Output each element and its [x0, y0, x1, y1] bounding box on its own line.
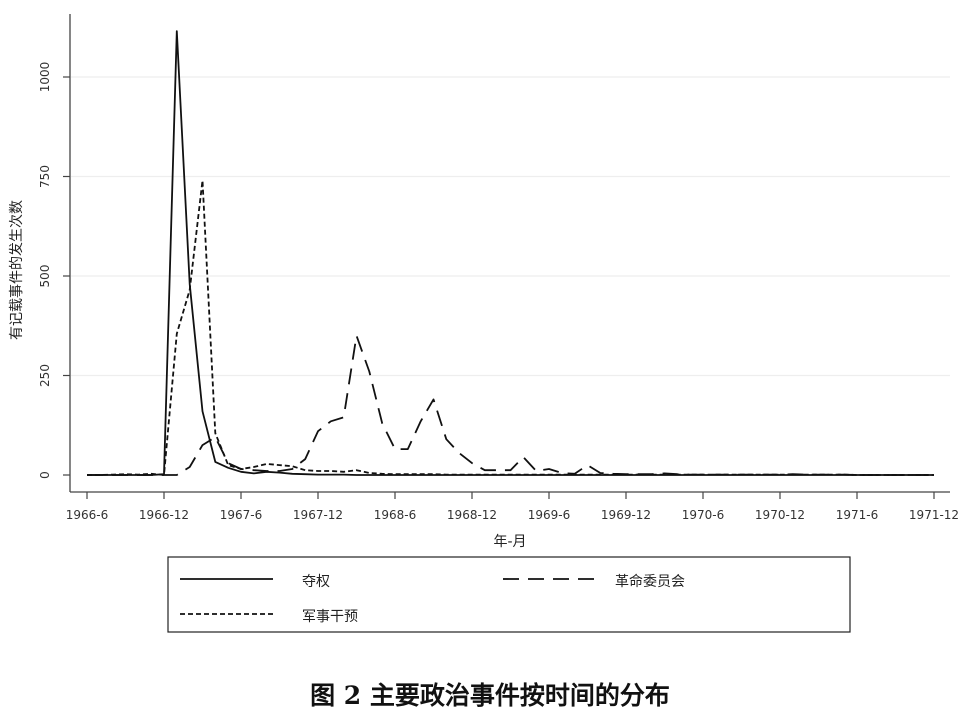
x-axis-label: 年-月 — [493, 534, 526, 550]
legend-label: 军事干预 — [302, 609, 358, 625]
y-tick-label: 250 — [38, 364, 52, 387]
x-tick-label: 1966-6 — [66, 508, 109, 522]
x-tick-label: 1969-6 — [528, 508, 571, 522]
figure-caption: 图 2 主要政治事件按时间的分布 — [310, 681, 670, 710]
legend-box — [167, 556, 851, 633]
x-tick-label: 1969-12 — [601, 508, 651, 522]
y-tick-label: 0 — [38, 471, 52, 479]
y-tick-label: 1000 — [38, 62, 52, 93]
x-tick-label: 1971-12 — [909, 508, 959, 522]
legend-label: 夺权 — [302, 574, 330, 590]
x-tick-label: 1967-12 — [293, 508, 343, 522]
legend-label: 革命委员会 — [615, 573, 685, 590]
x-tick-label: 1970-12 — [755, 508, 805, 522]
series-line-dashed — [87, 334, 934, 476]
x-tick-label: 1968-12 — [447, 508, 497, 522]
x-tick-label: 1971-6 — [836, 508, 879, 522]
y-axis-label: 有记载事件的发生次数 — [9, 200, 25, 340]
x-tick-label: 1967-6 — [220, 508, 263, 522]
x-tick-label: 1968-6 — [374, 508, 417, 522]
x-tick-label: 1970-6 — [682, 508, 725, 522]
series-line-dotted — [87, 179, 934, 476]
y-tick-label: 750 — [38, 165, 52, 188]
y-tick-label: 500 — [38, 265, 52, 288]
x-tick-label: 1966-12 — [139, 508, 189, 522]
